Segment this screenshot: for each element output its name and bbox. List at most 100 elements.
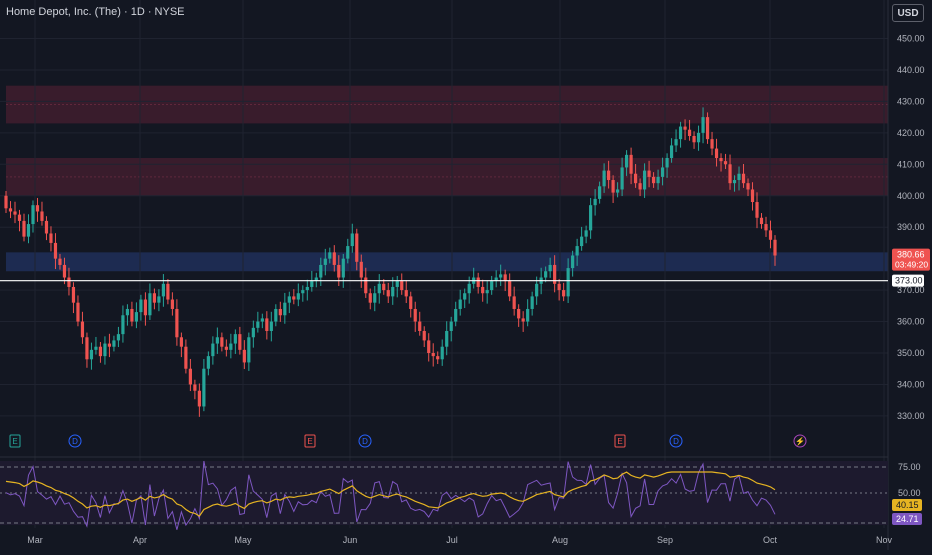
candle <box>575 246 579 256</box>
price-tick-label: 360.00 <box>897 317 925 327</box>
current-price-label: 380.66 <box>897 250 925 260</box>
candle <box>166 283 170 300</box>
candle <box>103 343 107 357</box>
event-label: ⚡ <box>795 436 805 446</box>
candle <box>71 286 76 303</box>
candle <box>377 283 381 294</box>
price-tick-label: 400.00 <box>897 191 925 201</box>
rsi-badge <box>892 513 922 525</box>
candle <box>238 334 242 350</box>
time-axis[interactable]: Mar Apr May Jun Jul Aug Sep Oct Nov <box>27 535 892 545</box>
rsi-level-label: 50.00 <box>898 488 921 498</box>
dividend-marker[interactable] <box>669 434 683 448</box>
candles <box>4 107 777 417</box>
price-tick-label: 420.00 <box>897 128 925 138</box>
candle <box>53 242 58 259</box>
candle <box>310 280 314 287</box>
candle <box>710 139 714 149</box>
currency-button[interactable]: USD <box>892 4 924 22</box>
price-tick-label: 330.00 <box>897 411 925 421</box>
dividend-marker[interactable] <box>68 434 82 448</box>
candle <box>188 368 192 385</box>
candle <box>607 170 611 181</box>
candle <box>413 308 417 322</box>
candle <box>364 277 368 294</box>
time-label: Apr <box>133 535 147 545</box>
candle <box>584 230 588 237</box>
candle <box>247 337 251 363</box>
split-marker[interactable] <box>793 434 807 448</box>
dividend-marker[interactable] <box>358 434 372 448</box>
rsi-value: 24.71 <box>896 514 919 524</box>
candle <box>260 318 264 322</box>
candle <box>508 280 512 297</box>
candle <box>346 246 350 259</box>
price-tick-label: 450.00 <box>897 34 925 44</box>
candle <box>674 139 678 146</box>
candle <box>44 220 49 234</box>
event-label: D <box>673 437 679 446</box>
time-label: May <box>234 535 252 545</box>
countdown-label: 03:49:20 <box>895 260 928 270</box>
candle <box>80 321 85 338</box>
candle <box>301 290 305 294</box>
candle <box>314 277 318 281</box>
candle <box>656 176 660 184</box>
level-label: 373.00 <box>895 276 923 286</box>
candle <box>485 290 489 294</box>
candle <box>328 252 332 259</box>
candle <box>202 368 206 407</box>
earnings-marker[interactable] <box>614 434 626 448</box>
candle <box>723 161 728 165</box>
candle <box>463 293 467 300</box>
grid <box>0 0 889 550</box>
price-axis[interactable]: 450.00 440.00 430.00 420.00 410.00 400.00 390.… <box>892 34 930 526</box>
candle <box>94 346 98 350</box>
candle <box>35 205 40 212</box>
time-label: Sep <box>657 535 673 545</box>
candle <box>566 268 570 297</box>
candle <box>665 158 669 168</box>
candle <box>499 274 503 278</box>
candle <box>67 277 71 287</box>
candle <box>8 208 13 212</box>
candle <box>544 271 548 278</box>
candle <box>224 346 228 350</box>
candle <box>58 258 62 265</box>
candle <box>323 258 327 265</box>
candle <box>265 318 269 331</box>
earnings-marker[interactable] <box>9 434 21 448</box>
candle <box>638 183 642 190</box>
earnings-marker[interactable] <box>304 434 316 448</box>
candle <box>687 129 692 136</box>
candle <box>139 299 143 313</box>
rsi-ma-value: 40.15 <box>896 500 919 510</box>
candle <box>683 126 687 130</box>
candle <box>148 293 152 316</box>
candle <box>62 264 67 278</box>
candle <box>512 296 516 309</box>
candle <box>4 195 8 209</box>
candle <box>449 321 453 331</box>
candle <box>553 264 557 284</box>
time-label: Oct <box>763 535 778 545</box>
event-label: E <box>617 437 622 446</box>
candle <box>157 296 161 303</box>
candle <box>458 299 462 309</box>
candle <box>400 280 404 291</box>
rsi-ma-badge <box>892 499 922 511</box>
candle <box>557 283 561 291</box>
candle <box>503 274 507 281</box>
candle <box>197 390 201 407</box>
candle <box>562 290 566 297</box>
price-tick-label: 340.00 <box>897 379 925 389</box>
candle <box>373 293 377 303</box>
candle <box>746 183 750 190</box>
candle <box>382 283 386 291</box>
candle <box>31 205 35 225</box>
event-markers[interactable]: E D E D E D ⚡ <box>9 434 807 448</box>
rsi-ma-line <box>5 471 776 517</box>
candle <box>89 349 94 360</box>
